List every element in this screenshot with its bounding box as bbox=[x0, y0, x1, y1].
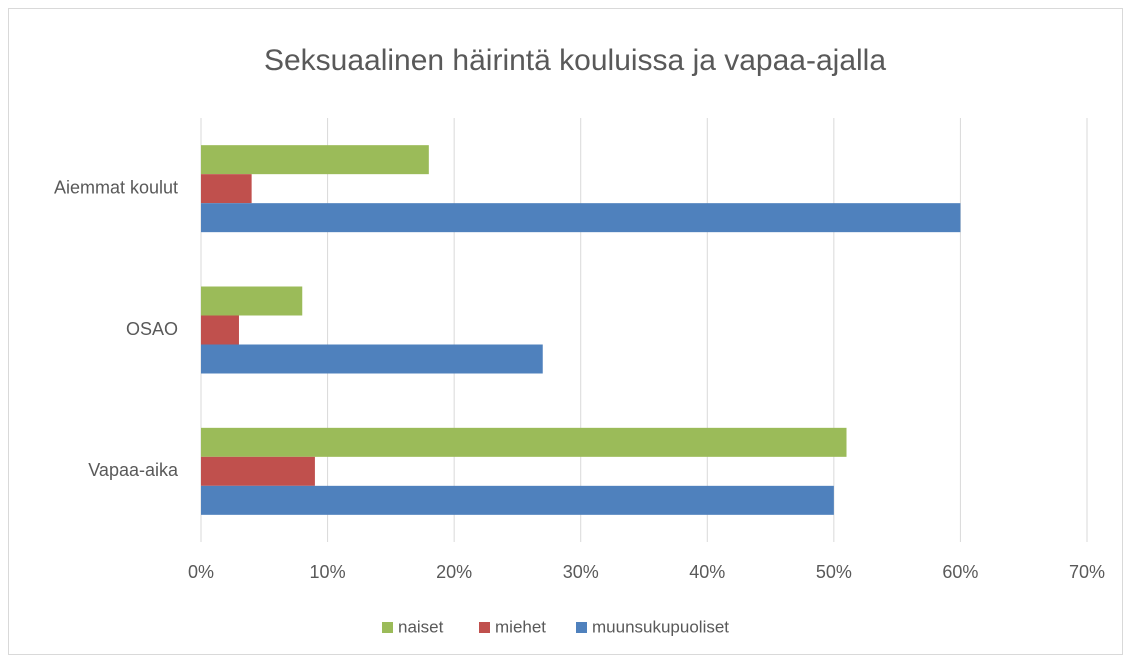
x-tick-label: 60% bbox=[942, 562, 978, 582]
legend-label: muunsukupuoliset bbox=[592, 617, 729, 636]
bar bbox=[201, 203, 961, 233]
bar bbox=[201, 344, 543, 374]
bar bbox=[201, 145, 429, 175]
y-tick-label: Vapaa-aika bbox=[88, 460, 179, 480]
x-tick-label: 0% bbox=[188, 562, 214, 582]
x-tick-label: 40% bbox=[689, 562, 725, 582]
legend-label: miehet bbox=[495, 617, 546, 636]
bar bbox=[201, 174, 252, 204]
bar bbox=[201, 456, 315, 486]
bar bbox=[201, 485, 834, 515]
x-tick-label: 10% bbox=[310, 562, 346, 582]
bar bbox=[201, 427, 847, 457]
legend-swatch bbox=[382, 622, 393, 633]
x-tick-label: 20% bbox=[436, 562, 472, 582]
chart-frame bbox=[8, 8, 1123, 655]
legend-label: naiset bbox=[398, 617, 444, 636]
bar bbox=[201, 315, 239, 345]
legend-swatch bbox=[576, 622, 587, 633]
x-tick-label: 50% bbox=[816, 562, 852, 582]
x-tick-label: 30% bbox=[563, 562, 599, 582]
y-tick-label: OSAO bbox=[126, 319, 178, 339]
y-tick-label: Aiemmat koulut bbox=[54, 177, 178, 197]
legend-swatch bbox=[479, 622, 490, 633]
x-tick-label: 70% bbox=[1069, 562, 1105, 582]
bar bbox=[201, 286, 303, 316]
chart-title: Seksuaalinen häirintä kouluissa ja vapaa… bbox=[264, 44, 886, 77]
